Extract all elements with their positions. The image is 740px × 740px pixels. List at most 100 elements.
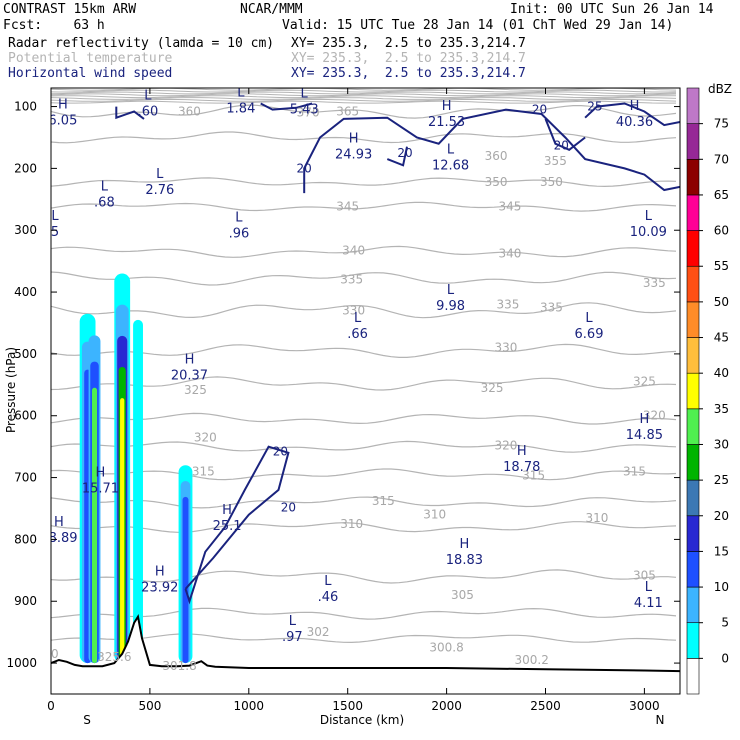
extremum-marker: H20.37 <box>171 353 208 384</box>
extremum-value: .68 <box>94 195 115 210</box>
y-tick-label: 300 <box>14 223 37 237</box>
y-tick-label: 1000 <box>6 656 37 670</box>
extremum-value: 25.1 <box>213 519 242 534</box>
theta-contour-label: 340 <box>498 247 521 261</box>
forecast-hour: Fcst: 63 h <box>3 18 105 33</box>
extremum-value: 4.11 <box>634 596 663 611</box>
theta-contour-line <box>51 104 677 119</box>
theta-contour-line <box>51 376 677 391</box>
theta-contour-label: 300.8 <box>429 641 463 655</box>
theta-contour-label: 335 <box>340 273 363 287</box>
extremum-kind: L <box>144 88 152 103</box>
extremum-kind: L <box>156 167 164 182</box>
extremum-value: .60 <box>138 104 159 119</box>
theta-contour-line <box>51 93 677 97</box>
extremum-kind: L <box>324 574 332 589</box>
extremum-kind: L <box>235 210 243 225</box>
theta-contour-label: 335 <box>540 301 563 315</box>
theta-contour-label: 340 <box>342 244 365 258</box>
terrain-line <box>51 613 680 673</box>
theta-contour-label: 320 <box>494 438 517 452</box>
theta-contour-label: 305 <box>451 588 474 602</box>
colorbar-swatch <box>686 372 700 410</box>
extremum-value: 9.98 <box>436 299 465 314</box>
plot-frame <box>50 87 681 695</box>
wind-contour-label: 20 <box>554 139 569 153</box>
colorbar-swatch <box>686 158 700 196</box>
extremum-value: 12.68 <box>432 158 469 173</box>
wind-contour-label: 20 <box>281 500 296 514</box>
theta-contour-label: 360 <box>178 104 201 118</box>
extremum-value: .66 <box>347 327 368 342</box>
colorbar-swatch <box>686 586 700 624</box>
colorbar-swatch <box>686 658 700 695</box>
wind-contour-line <box>184 445 290 605</box>
theta-contour-line <box>51 177 677 188</box>
colorbar-tick-label: 70 <box>714 152 729 166</box>
theta-contour-label: 345 <box>336 200 359 214</box>
theta-contour-label: 345 <box>498 200 521 214</box>
extremum-marker: H18.78 <box>503 444 540 475</box>
x-tick-label: 1500 <box>332 699 363 713</box>
wind-contour-line <box>303 108 680 194</box>
extremum-kind: L <box>645 580 653 595</box>
extremum-value: 15.71 <box>82 482 119 497</box>
theta-contour-line <box>51 91 677 95</box>
y-axis-label: Pressure (hPa) <box>4 347 18 433</box>
extremum-kind: H <box>630 99 640 114</box>
extremum-value: 2.76 <box>145 183 174 198</box>
colorbar-swatch <box>686 515 700 552</box>
init-time: Init: 00 UTC Sun 26 Jan 14 <box>510 2 714 17</box>
theta-contour-line <box>51 569 677 584</box>
wind-contour-label: 20 <box>297 161 312 175</box>
field-wind-xy: XY= 235.3, 2.5 to 235.3,214.7 <box>291 66 526 81</box>
wind-contour-line <box>584 102 680 127</box>
theta-contour-label: 325 <box>633 375 656 389</box>
extremum-kind: H <box>222 503 232 518</box>
theta-contour-label: 330 <box>494 341 517 355</box>
x-tick-label: 3000 <box>629 699 660 713</box>
extremum-kind: L <box>447 142 455 157</box>
wind-contour-label: 20 <box>532 103 547 117</box>
theta-contour-label: 315 <box>192 464 215 478</box>
y-tick-label: 400 <box>14 285 37 299</box>
y-tick-label: 900 <box>14 594 37 608</box>
colorbar-tick-label: 40 <box>714 366 729 380</box>
extremum-kind: L <box>585 311 593 326</box>
plot-area: 370 360 365 360 355 350 350 345 345 340 340 335 335 3… <box>40 88 680 694</box>
x-tick-label: 500 <box>138 699 161 713</box>
extremum-value: 18.89 <box>40 531 77 546</box>
colorbar-swatch <box>686 408 700 445</box>
extremum-kind: H <box>185 353 195 368</box>
x-axis-label: Distance (km) <box>320 713 404 727</box>
field-theta-xy: XY= 235.3, 2.5 to 235.3,214.7 <box>291 51 526 66</box>
theta-contour-line <box>51 302 677 319</box>
extremum-kind: H <box>460 537 470 552</box>
theta-contour-label: 315 <box>372 494 395 508</box>
colorbar-tick-label: 5 <box>721 616 729 630</box>
extremum-marker: H15.71 <box>82 466 119 497</box>
y-tick-label: 200 <box>14 161 37 175</box>
extremum-value: 18.83 <box>446 553 483 568</box>
theta-contour-line <box>51 97 677 100</box>
wind-contour-label: 20 <box>273 445 288 459</box>
colorbar-tick-label: 20 <box>714 509 729 523</box>
colorbar-tick-label: 65 <box>714 188 729 202</box>
extremum-kind: H <box>155 565 165 580</box>
wind-contour-line <box>544 118 586 151</box>
field-theta: Potential temperature <box>8 51 173 66</box>
theta-contour-line <box>51 440 677 453</box>
extremum-marker: H6.05 <box>48 98 77 129</box>
extremum-value: 6.05 <box>48 114 77 129</box>
extremum-value: 21.53 <box>428 115 465 130</box>
wind-contour-line <box>115 106 145 120</box>
valid-time: Valid: 15 UTC Tue 28 Jan 14 (01 ChT Wed … <box>282 18 674 33</box>
extremum-value: 40.36 <box>616 115 653 130</box>
colorbar-tick-label: 10 <box>714 580 729 594</box>
x-endpoint-right: N <box>656 713 665 727</box>
colorbar-tick-label: 55 <box>714 259 729 273</box>
x-tick-label: 2500 <box>530 699 561 713</box>
extremum-marker: H40.36 <box>616 99 653 130</box>
theta-contour-line <box>51 633 677 644</box>
theta-contour-label: 305 <box>633 568 656 582</box>
